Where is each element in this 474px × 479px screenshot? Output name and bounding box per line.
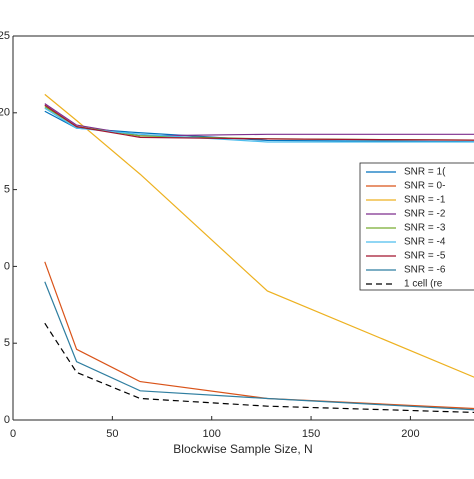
legend-label: SNR = 0- [404,181,445,192]
legend-label: SNR = -6 [404,265,446,276]
x-tick-label: 100 [203,428,221,440]
x-tick-label: 0 [10,428,16,440]
legend [359,162,474,291]
y-tick-label: 25 [0,30,10,42]
legend-label: SNR = 1( [404,167,446,178]
series-line [44,93,474,378]
series-line [44,281,474,411]
legend-label: SNR = -1 [404,195,446,206]
legend-label: SNR = -3 [404,223,446,234]
series-line [44,104,474,141]
x-tick-label: 150 [302,428,320,440]
legend-label: 1 cell (re [404,279,443,290]
y-tick-label: 5 [4,184,10,196]
y-tick-label: 5 [4,337,10,349]
x-tick-label: 50 [106,428,118,440]
y-tick-label: 20 [0,107,10,119]
legend-label: SNR = -5 [404,251,446,262]
series-line [44,106,474,141]
series-line [44,107,474,143]
y-tick-label: 0 [4,260,10,272]
series-line [44,322,474,414]
x-axis-label: Blockwise Sample Size, N [173,442,312,456]
legend-label: SNR = -4 [404,237,446,248]
series-line [44,110,474,143]
x-tick-label: 200 [401,428,419,440]
legend-label: SNR = -2 [404,209,446,220]
y-tick-label: 0 [4,414,10,426]
